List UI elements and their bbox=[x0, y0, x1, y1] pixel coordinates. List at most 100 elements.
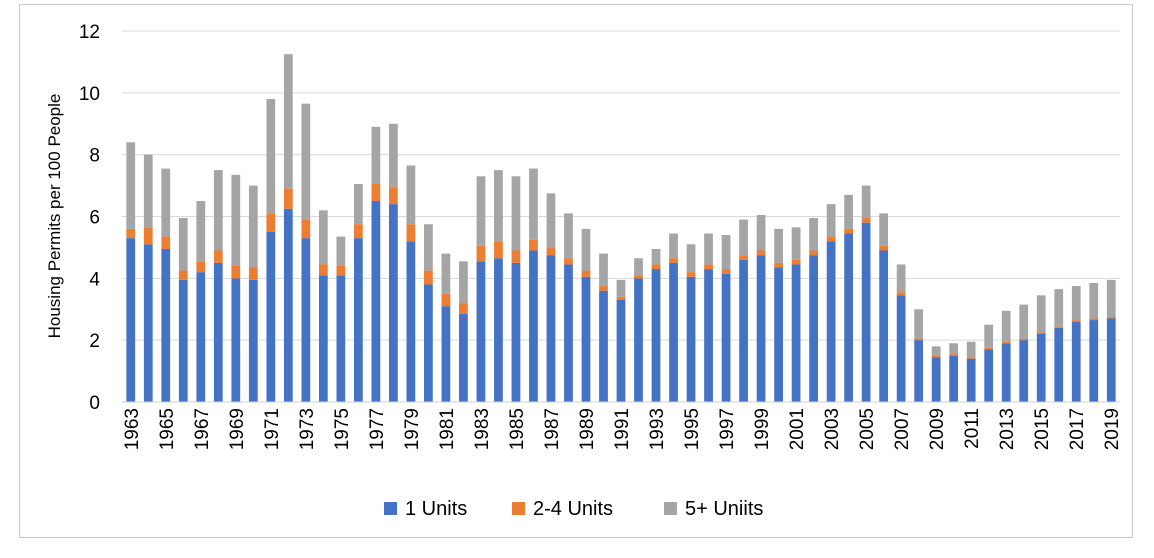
bar-segment bbox=[143, 244, 153, 402]
bar-segment bbox=[564, 258, 573, 265]
bar-segment bbox=[546, 255, 556, 402]
y-tick-label: 2 bbox=[89, 331, 100, 352]
legend-label: 5+ Uniits bbox=[685, 498, 763, 520]
bar-segment bbox=[459, 261, 468, 304]
bar-segment bbox=[914, 338, 924, 341]
x-tick-label: 2005 bbox=[857, 408, 878, 450]
bar-segment bbox=[739, 255, 748, 260]
bar-segment bbox=[161, 248, 171, 402]
bar-segment bbox=[984, 324, 994, 348]
bar-segment bbox=[406, 165, 416, 225]
bar-segment bbox=[599, 253, 608, 287]
bar-segment bbox=[476, 176, 486, 246]
bar-segment bbox=[791, 259, 801, 265]
bar-segment bbox=[844, 233, 853, 402]
bar-segment bbox=[844, 228, 853, 234]
bar-segment bbox=[213, 250, 223, 263]
legend-swatch bbox=[384, 502, 397, 515]
y-tick-label: 0 bbox=[89, 393, 100, 414]
bar-segment bbox=[931, 355, 941, 358]
bar-segment bbox=[564, 264, 573, 402]
bar-segment bbox=[756, 214, 766, 251]
bar-segment bbox=[1054, 289, 1064, 327]
bar-segment bbox=[336, 265, 346, 276]
bar-segment bbox=[231, 174, 241, 266]
bar-segment bbox=[966, 357, 976, 359]
bar-segment bbox=[616, 279, 626, 297]
x-tick-label: 1973 bbox=[297, 408, 318, 450]
x-tick-label: 1995 bbox=[682, 408, 703, 450]
bar-segment bbox=[861, 185, 871, 219]
bar-segment bbox=[896, 292, 906, 296]
bar-segment bbox=[371, 201, 381, 402]
x-tick-label: 2001 bbox=[787, 408, 808, 450]
bar-segment bbox=[1106, 279, 1116, 317]
legend-swatch bbox=[664, 502, 677, 515]
bar-segment bbox=[669, 258, 678, 263]
bar-segment bbox=[476, 245, 486, 262]
bar-segment bbox=[896, 295, 906, 402]
bar-segment bbox=[1036, 295, 1046, 333]
bar-segment bbox=[809, 255, 818, 402]
x-tick-label: 1997 bbox=[717, 408, 738, 450]
bar-segment bbox=[353, 224, 363, 239]
bar-segment bbox=[529, 250, 538, 402]
bar-segment bbox=[196, 201, 206, 262]
bar-segment bbox=[301, 238, 311, 402]
bar-segment bbox=[1036, 333, 1046, 402]
bar-segment bbox=[231, 278, 241, 402]
bar-segment bbox=[213, 262, 223, 402]
bar-segment bbox=[914, 309, 924, 339]
bar-segment bbox=[686, 244, 696, 273]
bar-segment bbox=[178, 279, 188, 402]
bar-segment bbox=[441, 253, 451, 294]
bar-segment bbox=[756, 250, 766, 256]
bar-segment bbox=[844, 194, 853, 229]
bar-segment bbox=[424, 224, 433, 271]
bar-segment bbox=[704, 264, 713, 270]
bar-segment bbox=[511, 250, 521, 263]
x-tick-label: 1969 bbox=[227, 408, 248, 450]
bar-segment bbox=[546, 247, 556, 256]
bar-segment bbox=[739, 219, 748, 256]
y-tick-label: 12 bbox=[79, 22, 100, 43]
bar-segment bbox=[826, 241, 836, 402]
bar-segment bbox=[511, 176, 521, 251]
bar-segment bbox=[686, 276, 696, 402]
bar-segment bbox=[949, 355, 959, 402]
bar-segment bbox=[599, 290, 608, 402]
bar-segment bbox=[1019, 304, 1029, 339]
bar-segment bbox=[879, 250, 889, 402]
bar-segment bbox=[599, 286, 608, 291]
bar-segment bbox=[494, 258, 503, 402]
x-tick-label: 2011 bbox=[962, 408, 983, 449]
bar-segment bbox=[1019, 338, 1029, 341]
x-tick-label: 1993 bbox=[647, 408, 668, 450]
bar-segment bbox=[283, 188, 293, 209]
bar-segment bbox=[721, 235, 731, 270]
x-tick-label: 2015 bbox=[1032, 408, 1053, 450]
bar-segment bbox=[1019, 340, 1029, 402]
bar-segment bbox=[353, 184, 363, 225]
bar-segment bbox=[196, 272, 206, 402]
bar-segment bbox=[546, 193, 556, 248]
bar-segment bbox=[459, 313, 468, 402]
bar-segment bbox=[389, 187, 398, 205]
bar-segment bbox=[178, 218, 188, 271]
y-tick-labels: 0 2 4 6 8 10 12 bbox=[79, 22, 101, 414]
bar-segment bbox=[949, 343, 959, 355]
bar-segment bbox=[266, 231, 276, 402]
legend-label: 1 Units bbox=[405, 498, 467, 520]
bar-segment bbox=[686, 272, 696, 277]
bar-segment bbox=[406, 224, 416, 242]
bar-segment bbox=[143, 227, 153, 245]
bar-segment bbox=[669, 262, 678, 402]
bar-segment bbox=[791, 227, 801, 260]
bar-segment bbox=[721, 269, 731, 274]
bar-segment bbox=[161, 236, 171, 249]
bar-segment bbox=[266, 99, 276, 214]
bar-segment bbox=[896, 264, 906, 293]
x-tick-label: 1987 bbox=[542, 408, 563, 450]
x-tick-label: 1977 bbox=[367, 408, 388, 450]
